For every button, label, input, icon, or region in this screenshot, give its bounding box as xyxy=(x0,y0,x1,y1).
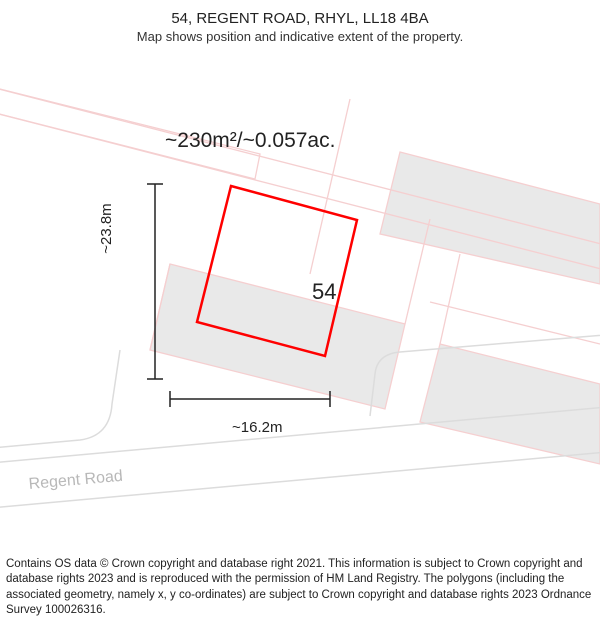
width-dimension-label: ~16.2m xyxy=(232,419,282,436)
area-label: ~230m²/~0.057ac. xyxy=(165,129,335,153)
map-svg xyxy=(0,44,600,529)
copyright-footer: Contains OS data © Crown copyright and d… xyxy=(6,557,594,619)
map-canvas: ~230m²/~0.057ac. 54 ~23.8m ~16.2m Regent… xyxy=(0,44,600,529)
page-subtitle: Map shows position and indicative extent… xyxy=(0,29,600,44)
height-dimension-label: ~23.8m xyxy=(98,203,115,253)
page-title: 54, REGENT ROAD, RHYL, LL18 4BA xyxy=(0,10,600,27)
house-number-label: 54 xyxy=(312,279,336,305)
